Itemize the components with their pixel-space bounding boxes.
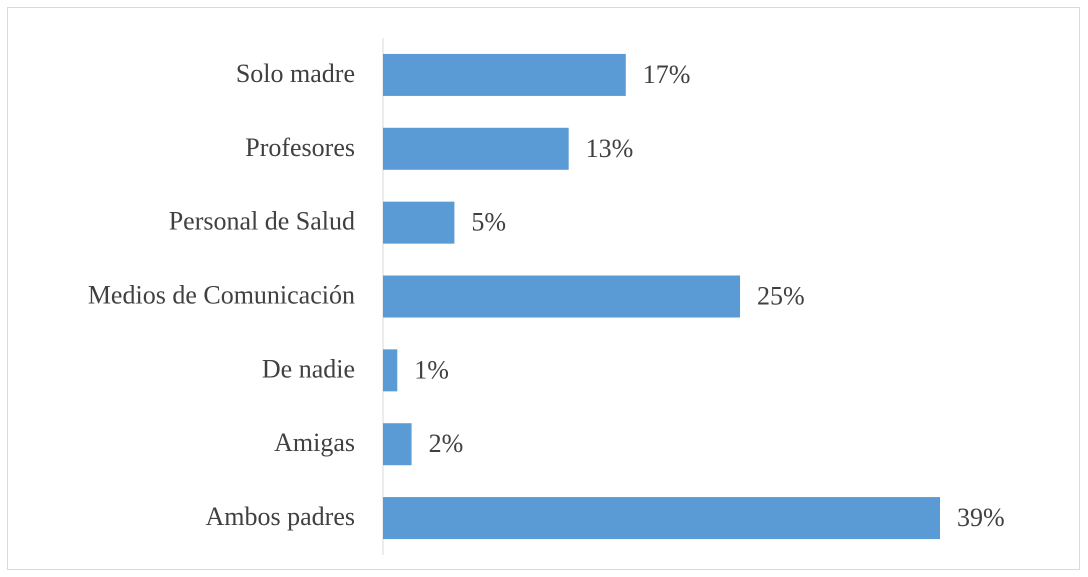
data-label: 25%: [757, 281, 805, 310]
bar: [383, 201, 455, 244]
y-tick-label: Ambos padres: [206, 502, 355, 531]
y-tick-label: De nadie: [262, 354, 355, 383]
bar: [383, 423, 412, 466]
bar: [383, 349, 398, 392]
data-label: 5%: [471, 208, 506, 237]
y-tick-label: Amigas: [274, 428, 355, 457]
y-tick-label: Personal de Salud: [169, 207, 355, 236]
bar: [383, 275, 741, 318]
bar: [383, 497, 940, 540]
data-label: 1%: [414, 355, 449, 384]
y-tick-label: Solo madre: [236, 59, 355, 88]
data-label: 39%: [957, 503, 1005, 532]
y-tick-label: Medios de Comunicación: [88, 280, 355, 309]
data-label: 17%: [643, 60, 691, 89]
data-label: 13%: [586, 134, 634, 163]
data-label: 2%: [429, 429, 464, 458]
bar: [383, 127, 569, 170]
y-tick-label: Profesores: [245, 133, 355, 162]
bar: [383, 53, 626, 96]
